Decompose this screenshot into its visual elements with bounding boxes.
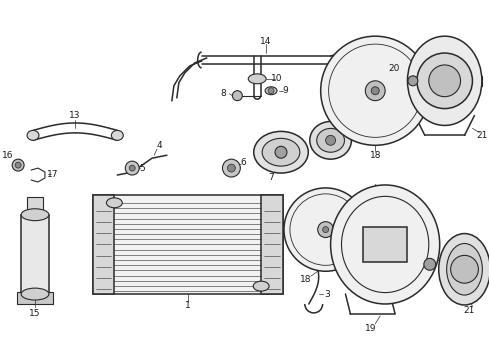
Circle shape: [222, 159, 240, 177]
Polygon shape: [379, 99, 416, 132]
Text: 20: 20: [439, 253, 450, 262]
Ellipse shape: [408, 36, 482, 125]
Circle shape: [318, 222, 334, 238]
Text: 12: 12: [350, 126, 361, 135]
Text: 17: 17: [47, 170, 59, 179]
Text: 6: 6: [241, 158, 246, 167]
Polygon shape: [361, 40, 379, 80]
Bar: [363, 226, 407, 262]
Text: 15: 15: [29, 309, 41, 318]
Ellipse shape: [262, 138, 300, 166]
Text: 7: 7: [268, 172, 274, 181]
Polygon shape: [325, 75, 366, 89]
Ellipse shape: [106, 198, 122, 208]
Bar: [261, 195, 283, 294]
Ellipse shape: [310, 121, 351, 159]
Circle shape: [232, 91, 243, 101]
Ellipse shape: [248, 74, 266, 84]
Ellipse shape: [254, 131, 308, 173]
Ellipse shape: [111, 130, 123, 140]
Ellipse shape: [331, 185, 440, 304]
Bar: [470, 76, 482, 86]
Text: 16: 16: [1, 151, 13, 160]
Ellipse shape: [342, 196, 429, 293]
Circle shape: [227, 164, 235, 172]
Text: 3: 3: [325, 289, 330, 298]
Circle shape: [408, 76, 418, 86]
Ellipse shape: [21, 288, 49, 300]
Text: 18: 18: [369, 151, 381, 160]
Text: 19: 19: [365, 324, 376, 333]
Ellipse shape: [353, 72, 368, 80]
Text: 18: 18: [300, 275, 312, 284]
Circle shape: [284, 188, 368, 271]
Circle shape: [366, 81, 385, 101]
Bar: [93, 195, 114, 294]
Circle shape: [322, 226, 329, 233]
Circle shape: [429, 65, 461, 97]
Text: 4: 4: [156, 141, 162, 150]
Circle shape: [12, 159, 24, 171]
Polygon shape: [334, 206, 362, 230]
Polygon shape: [345, 98, 370, 138]
Circle shape: [370, 230, 400, 259]
Text: 10: 10: [271, 74, 283, 83]
Ellipse shape: [317, 129, 344, 152]
Text: 9: 9: [282, 86, 288, 95]
Ellipse shape: [21, 209, 49, 221]
Bar: [27, 197, 43, 212]
Text: 14: 14: [261, 37, 272, 46]
Bar: [17, 292, 53, 304]
Circle shape: [320, 36, 430, 145]
Circle shape: [417, 53, 472, 109]
Circle shape: [451, 255, 478, 283]
Text: 21: 21: [464, 306, 475, 315]
Text: 20: 20: [389, 64, 400, 73]
Circle shape: [275, 146, 287, 158]
Text: 11: 11: [367, 84, 378, 93]
Polygon shape: [287, 219, 318, 230]
Circle shape: [329, 44, 422, 138]
Circle shape: [352, 83, 368, 99]
Circle shape: [15, 162, 21, 168]
Text: 2: 2: [389, 205, 395, 214]
Text: 5: 5: [139, 163, 145, 172]
Circle shape: [371, 87, 379, 95]
Ellipse shape: [447, 243, 482, 295]
Text: 8: 8: [220, 89, 226, 98]
Text: 13: 13: [69, 111, 80, 120]
Polygon shape: [313, 191, 329, 220]
Circle shape: [125, 161, 139, 175]
Circle shape: [424, 258, 436, 270]
Bar: [407, 76, 419, 86]
Circle shape: [290, 194, 361, 265]
Polygon shape: [386, 62, 423, 91]
Circle shape: [326, 135, 336, 145]
Ellipse shape: [265, 87, 277, 95]
Ellipse shape: [253, 281, 269, 291]
Circle shape: [129, 165, 135, 171]
Bar: [93, 195, 283, 294]
Ellipse shape: [27, 130, 39, 140]
Text: 21: 21: [477, 131, 488, 140]
Ellipse shape: [439, 234, 490, 305]
Circle shape: [268, 88, 274, 94]
Polygon shape: [304, 235, 321, 267]
Text: 1: 1: [185, 301, 191, 310]
Polygon shape: [329, 237, 357, 260]
Bar: [21, 215, 49, 294]
